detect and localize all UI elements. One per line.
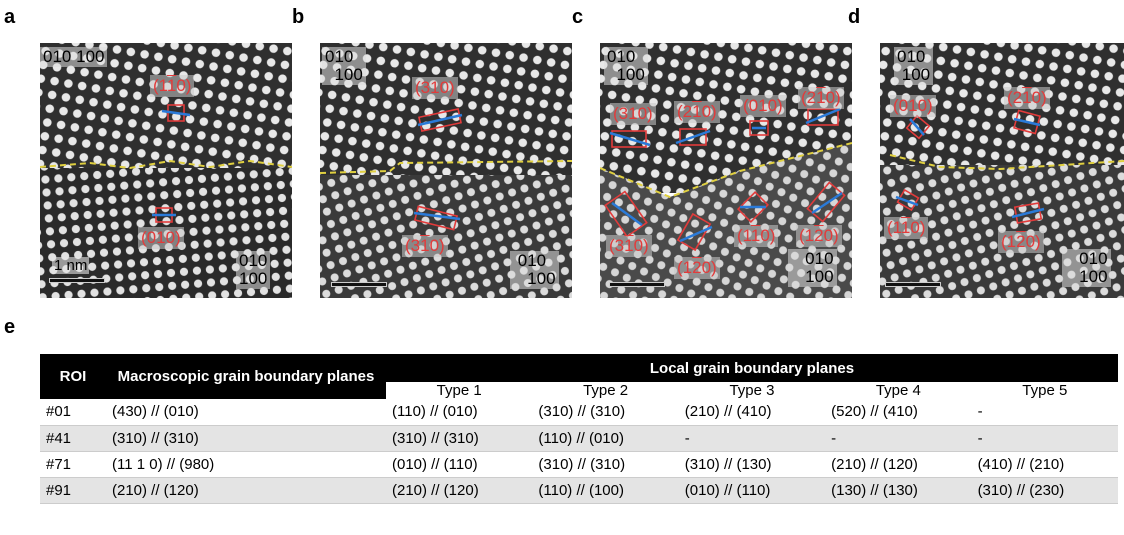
panel-label-b: b: [292, 6, 305, 28]
axis-label-010: 010 100: [322, 47, 366, 85]
plane-annotation: (210): [798, 87, 844, 109]
plane-annotation: (310): [412, 77, 458, 99]
plane-annotation: (110): [150, 75, 195, 97]
plane-annotation: (010): [740, 95, 786, 117]
scale-label: 1 nm: [52, 257, 90, 274]
scale-bar: [886, 283, 940, 286]
col-local: Local grain boundary planes: [386, 354, 1118, 382]
tem-panel-c: 010 100 010 100 (310) (210) (010) (210) …: [600, 43, 852, 298]
plane-annotation: (210): [1004, 87, 1050, 109]
plane-annotation: (110): [734, 225, 779, 247]
table-row: #41 (310) // (310) (310) // (310) (110) …: [40, 425, 1118, 452]
plane-annotation: (210): [674, 101, 720, 123]
plane-annotation: (120): [998, 231, 1044, 253]
tem-panel-d: 010 100 010 100 (010) (210) (110) (120): [880, 43, 1124, 298]
axis-label-010: 010 100: [1062, 249, 1111, 287]
axis-label-010: 010 100: [510, 251, 559, 289]
panel-label-c: c: [572, 6, 584, 28]
plane-annotation: (010): [890, 95, 936, 117]
axis-label-010: 010 100: [788, 249, 837, 287]
table-row: #01 (430) // (010) (110) // (010) (310) …: [40, 399, 1118, 426]
axis-label-010: 010 100: [894, 47, 934, 85]
plane-annotation: (110): [884, 217, 929, 239]
col-macroscopic: Macroscopic grain boundary planes: [106, 354, 386, 399]
plane-annotation: (120): [796, 225, 842, 247]
panel-label-e: e: [4, 316, 16, 338]
axis-label-010: 010 100: [236, 251, 271, 289]
panel-label-d: d: [848, 6, 861, 28]
table-row: #91 (210) // (120) (210) // (120) (110) …: [40, 477, 1118, 504]
panel-label-a: a: [4, 6, 16, 28]
scale-bar: [610, 283, 664, 286]
plane-annotation: (310): [606, 235, 652, 257]
grain-boundary-table: ROI Macroscopic grain boundary planes Lo…: [40, 354, 1118, 504]
plane-annotation: (310): [402, 235, 448, 257]
plane-annotation: (120): [674, 257, 720, 279]
axis-label-010: 010 100: [604, 47, 648, 85]
scale-bar: [50, 279, 104, 282]
tem-panel-a: 010 100 010 100 (110) (010) 1 nm: [40, 43, 292, 298]
axis-label-010: 010 100: [40, 47, 108, 67]
col-roi: ROI: [40, 354, 106, 399]
tem-panel-b: 010 100 010 100 (310) (310): [320, 43, 572, 298]
col-type-3: Type 3: [678, 382, 826, 399]
col-type-1: Type 1: [386, 382, 533, 399]
col-type-4: Type 4: [825, 382, 972, 399]
plane-annotation: (310): [610, 103, 656, 125]
col-type-5: Type 5: [971, 382, 1118, 399]
plane-annotation: (010): [138, 227, 184, 249]
table-row: #71 (11 1 0) // (980) (010) // (110) (31…: [40, 451, 1118, 478]
col-type-2: Type 2: [532, 382, 679, 399]
scale-bar: [332, 283, 386, 286]
